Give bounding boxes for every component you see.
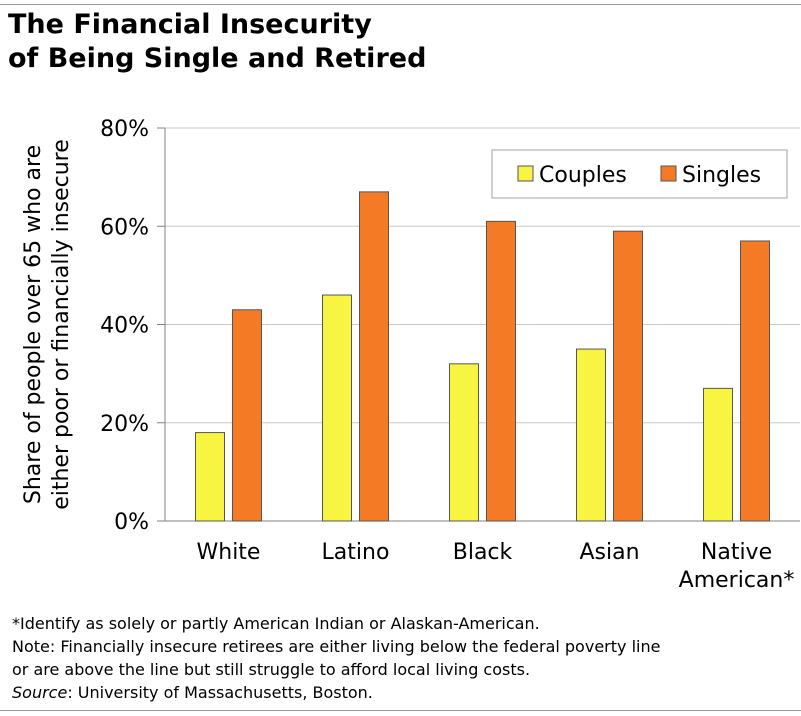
x-tick-label: Native bbox=[701, 540, 772, 565]
top-rule bbox=[0, 4, 801, 5]
bar-couples-asian bbox=[576, 348, 606, 522]
note-line-1: Note: Financially insecure retirees are … bbox=[12, 637, 661, 656]
y-tick-label: 80% bbox=[100, 117, 149, 142]
bar-singles-asian bbox=[613, 230, 643, 522]
legend-label-singles: Singles bbox=[682, 163, 761, 188]
source-text: : University of Massachusetts, Boston. bbox=[67, 683, 373, 702]
x-tick-label: White bbox=[197, 540, 261, 565]
y-tick-label: 20% bbox=[100, 412, 149, 437]
bar-singles-black bbox=[486, 220, 516, 522]
bar-singles-native-american bbox=[740, 240, 770, 522]
bar-couples-black bbox=[449, 363, 479, 522]
note-line-2: or are above the line but still struggle… bbox=[12, 660, 531, 679]
y-axis-title: Share of people over 65 who are bbox=[21, 145, 46, 504]
y-axis-title: either poor or financially insecure bbox=[49, 139, 74, 510]
bar-singles-latino bbox=[359, 191, 389, 522]
bar-couples-white bbox=[195, 432, 225, 522]
chart-notes: *Identify as solely or partly American I… bbox=[12, 612, 660, 704]
legend-label-couples: Couples bbox=[539, 163, 627, 188]
source-line: Source: University of Massachusetts, Bos… bbox=[12, 681, 660, 704]
y-tick-label: 0% bbox=[114, 510, 149, 535]
bar-chart: 0% 20% 40% 60% 80% White Latino Black Asian Nativ… bbox=[21, 117, 800, 593]
bar-singles-white bbox=[232, 309, 262, 522]
bar-couples-native-american bbox=[703, 387, 733, 522]
x-tick-label: Black bbox=[453, 540, 513, 565]
bar-couples-latino bbox=[322, 294, 352, 522]
source-label: Source bbox=[12, 683, 68, 702]
bottom-rule bbox=[0, 710, 801, 711]
x-tick-label: Asian bbox=[579, 540, 639, 565]
x-tick-label: American* bbox=[679, 568, 795, 593]
y-tick-label: 40% bbox=[100, 314, 149, 339]
legend-swatch-singles bbox=[660, 165, 677, 182]
chart-title-line-2: of Being Single and Retired bbox=[8, 43, 427, 74]
x-tick-label: Latino bbox=[322, 540, 390, 565]
legend-swatch-couples bbox=[517, 165, 534, 182]
y-tick-label: 60% bbox=[100, 215, 149, 240]
chart-title: The Financial Insecurity of Being Single… bbox=[8, 8, 426, 76]
legend-box bbox=[491, 149, 788, 199]
chart-title-line-1: The Financial Insecurity bbox=[8, 9, 372, 40]
footnote: *Identify as solely or partly American I… bbox=[12, 614, 540, 633]
